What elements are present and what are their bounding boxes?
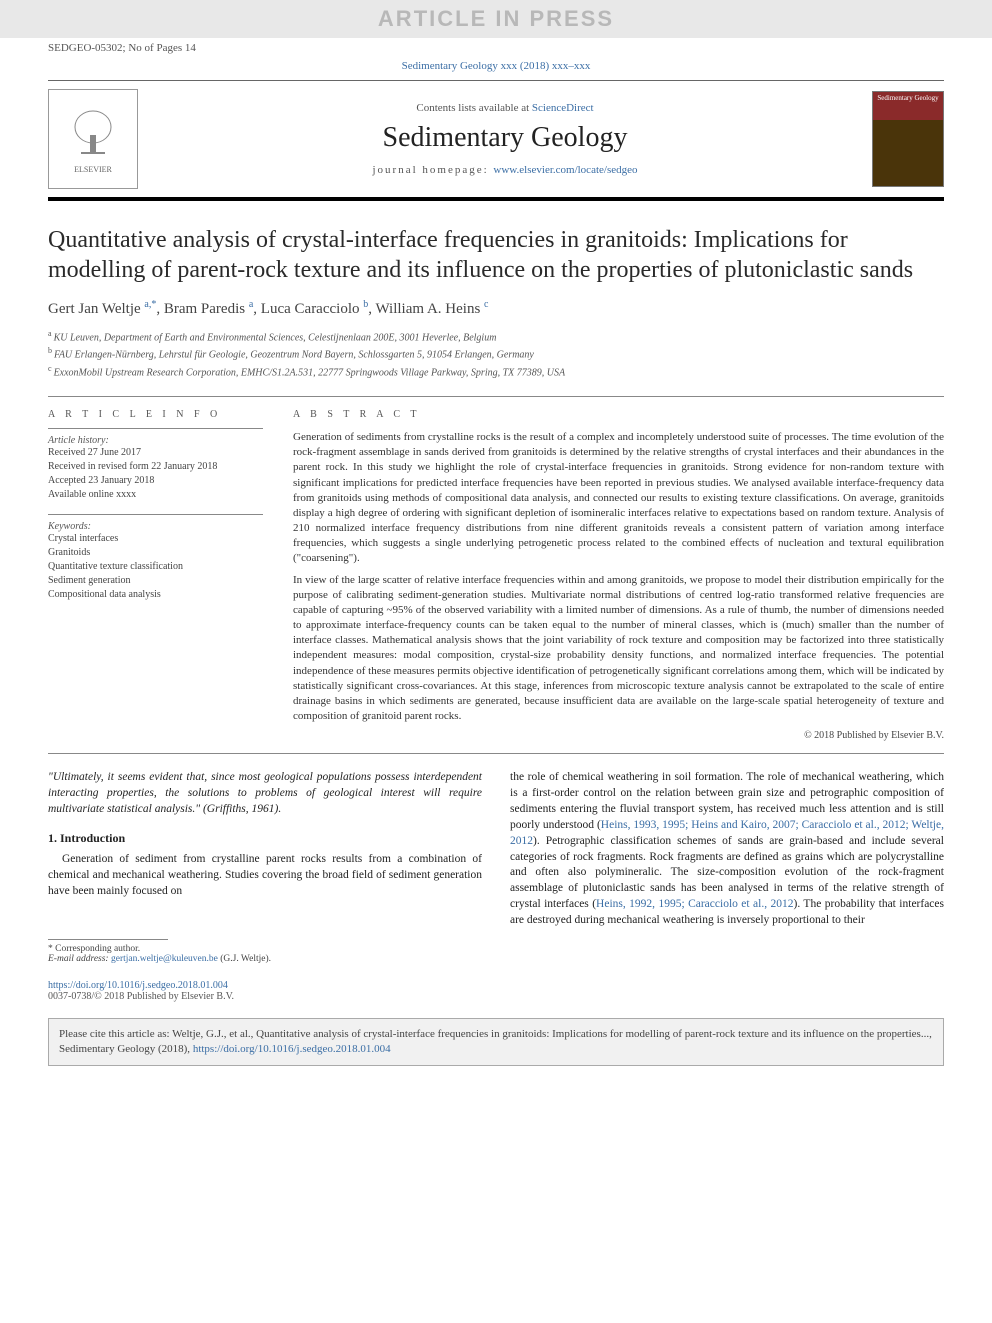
author-4: William A. Heins c	[375, 301, 488, 317]
section-1-heading: 1. Introduction	[48, 830, 482, 847]
citation-doi-link[interactable]: https://doi.org/10.1016/j.sedgeo.2018.01…	[193, 1043, 391, 1055]
info-abstract-row: A R T I C L E I N F O Article history: R…	[48, 409, 944, 741]
affiliations: aKU Leuven, Department of Earth and Envi…	[48, 328, 944, 380]
author-2: Bram Paredis a	[164, 301, 253, 317]
abstract-heading: A B S T R A C T	[293, 409, 944, 420]
corresponding-author-note: * Corresponding author.	[48, 944, 944, 954]
author-name: Bram Paredis	[164, 301, 245, 317]
author-affil-sup: b	[363, 299, 368, 310]
affil-label: b	[48, 346, 52, 355]
abstract-para-2: In view of the large scatter of relative…	[293, 573, 944, 725]
doi-block: https://doi.org/10.1016/j.sedgeo.2018.01…	[0, 972, 992, 1012]
opening-quote: "Ultimately, it seems evident that, sinc…	[48, 770, 482, 818]
author-1: Gert Jan Weltje a,*	[48, 301, 156, 317]
author-affil-sup: c	[484, 299, 488, 310]
author-name: Luca Caracciolo	[261, 301, 360, 317]
divider-rule	[48, 396, 944, 397]
affil-text: FAU Erlangen-Nürnberg, Lehrstul für Geol…	[54, 350, 534, 361]
elsevier-logo: ELSEVIER	[48, 89, 138, 189]
keyword: Crystal interfaces	[48, 532, 263, 546]
doc-id: SEDGEO-05302; No of Pages 14	[48, 42, 196, 54]
affil-text: KU Leuven, Department of Earth and Envir…	[54, 332, 497, 343]
article-title: Quantitative analysis of crystal-interfa…	[48, 225, 944, 285]
keyword: Compositional data analysis	[48, 588, 263, 602]
citation-link[interactable]: Heins, 1992, 1995; Caracciolo et al., 20…	[596, 898, 793, 910]
history-line: Available online xxxx	[48, 488, 263, 502]
doi-link[interactable]: https://doi.org/10.1016/j.sedgeo.2018.01…	[48, 980, 228, 991]
abstract-text: Generation of sediments from crystalline…	[293, 430, 944, 724]
affiliation-c: cExxonMobil Upstream Research Corporatio…	[48, 363, 944, 380]
homepage-label: journal homepage:	[373, 164, 494, 176]
journal-title: Sedimentary Geology	[138, 122, 872, 154]
elsevier-logo-text: ELSEVIER	[74, 165, 112, 174]
elsevier-tree-icon	[63, 105, 123, 165]
history-label: Article history:	[48, 435, 263, 446]
keyword: Granitoids	[48, 546, 263, 560]
article-info-column: A R T I C L E I N F O Article history: R…	[48, 409, 263, 741]
masthead-center: Contents lists available at ScienceDirec…	[138, 102, 872, 176]
author-3: Luca Caracciolo b	[261, 301, 368, 317]
citation-box: Please cite this article as: Weltje, G.J…	[48, 1018, 944, 1066]
keyword: Quantitative texture classification	[48, 560, 263, 574]
corresponding-star-icon: ,*	[149, 299, 157, 310]
article-history-block: Article history: Received 27 June 2017 R…	[48, 428, 263, 502]
author-name: William A. Heins	[375, 301, 480, 317]
abstract-column: A B S T R A C T Generation of sediments …	[293, 409, 944, 741]
keywords-label: Keywords:	[48, 521, 263, 532]
keyword: Sediment generation	[48, 574, 263, 588]
journal-homepage-link[interactable]: www.elsevier.com/locate/sedgeo	[493, 164, 637, 176]
article-header: Quantitative analysis of crystal-interfa…	[0, 201, 992, 741]
footnote-rule	[48, 939, 168, 940]
email-label: E-mail address:	[48, 954, 109, 964]
email-line: E-mail address: gertjan.weltje@kuleuven.…	[48, 954, 944, 964]
history-line: Received in revised form 22 January 2018	[48, 460, 263, 474]
history-line: Accepted 23 January 2018	[48, 474, 263, 488]
abstract-copyright: © 2018 Published by Elsevier B.V.	[293, 730, 944, 741]
footnote-block: * Corresponding author. E-mail address: …	[0, 939, 992, 972]
affil-label: c	[48, 364, 52, 373]
history-line: Received 27 June 2017	[48, 446, 263, 460]
intro-para-1: Generation of sediment from crystalline …	[48, 852, 482, 900]
contents-pre: Contents lists available at	[416, 102, 531, 114]
doc-id-row: SEDGEO-05302; No of Pages 14	[0, 38, 992, 58]
citation-text: Please cite this article as: Weltje, G.J…	[59, 1028, 932, 1055]
journal-homepage-line: journal homepage: www.elsevier.com/locat…	[138, 164, 872, 176]
issn-copyright-line: 0037-0738/© 2018 Published by Elsevier B…	[48, 991, 944, 1002]
body-two-column: "Ultimately, it seems evident that, sinc…	[0, 754, 992, 939]
email-suffix: (G.J. Weltje).	[220, 954, 271, 964]
email-link[interactable]: gertjan.weltje@kuleuven.be	[111, 954, 218, 964]
author-name: Gert Jan Weltje	[48, 301, 141, 317]
affiliation-b: bFAU Erlangen-Nürnberg, Lehrstul für Geo…	[48, 345, 944, 362]
journal-reference-line: Sedimentary Geology xxx (2018) xxx–xxx	[0, 58, 992, 80]
author-list: Gert Jan Weltje a,*, Bram Paredis a, Luc…	[48, 299, 944, 318]
intro-para-2: the role of chemical weathering in soil …	[510, 770, 944, 929]
article-info-heading: A R T I C L E I N F O	[48, 409, 263, 420]
affil-text: ExxonMobil Upstream Research Corporation…	[54, 367, 566, 378]
journal-cover-thumbnail: Sedimentary Geology	[872, 91, 944, 187]
contents-available-line: Contents lists available at ScienceDirec…	[138, 102, 872, 114]
sciencedirect-link[interactable]: ScienceDirect	[532, 102, 594, 114]
affiliation-a: aKU Leuven, Department of Earth and Envi…	[48, 328, 944, 345]
article-in-press-watermark: ARTICLE IN PRESS	[0, 0, 992, 38]
journal-masthead: ELSEVIER Contents lists available at Sci…	[48, 80, 944, 201]
affil-label: a	[48, 329, 52, 338]
keywords-block: Keywords: Crystal interfaces Granitoids …	[48, 514, 263, 602]
abstract-para-1: Generation of sediments from crystalline…	[293, 430, 944, 567]
author-affil-sup: a	[249, 299, 253, 310]
